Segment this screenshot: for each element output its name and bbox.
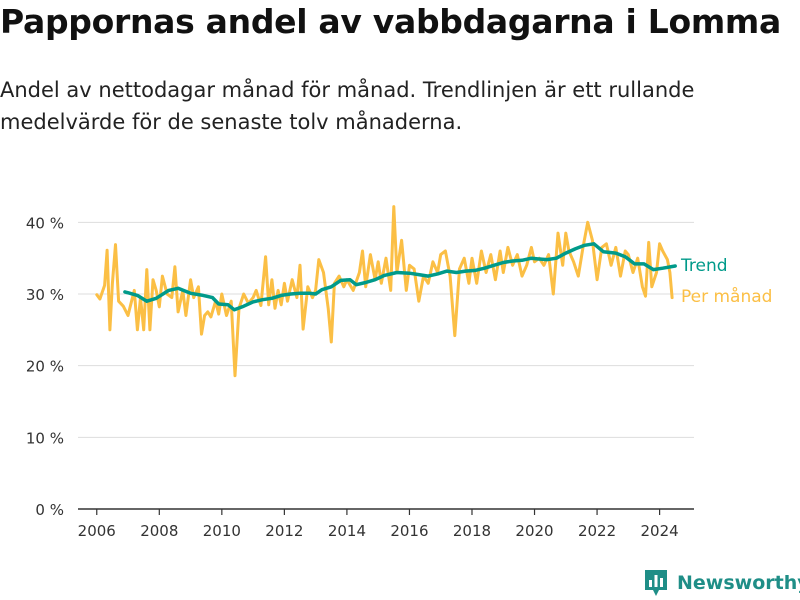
series-lines: [95, 205, 677, 378]
brand-logo: Newsworthy: [643, 566, 800, 600]
x-tick-label: 2018: [453, 522, 491, 540]
x-tick-label: 2012: [265, 522, 303, 540]
y-tick-label: 30 %: [26, 286, 64, 304]
y-tick-label: 10 %: [26, 429, 64, 447]
x-tick-label: 2014: [328, 522, 366, 540]
legend: Trend Per månad: [680, 256, 772, 307]
x-tick-label: 2022: [578, 522, 616, 540]
x-tick-label: 2020: [515, 522, 553, 540]
legend-label-trend: Trend: [680, 256, 728, 276]
x-tick-label: 2010: [203, 522, 241, 540]
y-axis-ticks: 0 % 10 % 20 % 30 % 40 %: [26, 214, 64, 519]
legend-label-per-manad: Per månad: [681, 286, 772, 307]
y-tick-label: 0 %: [35, 501, 64, 519]
x-tick-label: 2006: [78, 522, 116, 540]
chart-title: Pappornas andel av vabbdagarna i Lomma: [0, 2, 781, 41]
y-tick-label: 40 %: [26, 214, 64, 232]
series-line-trend: [123, 242, 677, 312]
chart-subtitle: Andel av nettodagar månad för månad. Tre…: [0, 78, 695, 134]
x-tick-label: 2016: [390, 522, 428, 540]
y-tick-label: 20 %: [26, 358, 64, 376]
series-line-per-manad: [95, 205, 674, 378]
x-tick-label: 2008: [140, 522, 178, 540]
bar-chart-logo-icon: [645, 570, 667, 596]
x-tick-label: 2024: [641, 522, 679, 540]
brand-name: Newsworthy: [677, 572, 800, 594]
x-axis: 2006 2008 2010 2012 2014 2016 2018 2020 2022 2024: [78, 508, 694, 540]
